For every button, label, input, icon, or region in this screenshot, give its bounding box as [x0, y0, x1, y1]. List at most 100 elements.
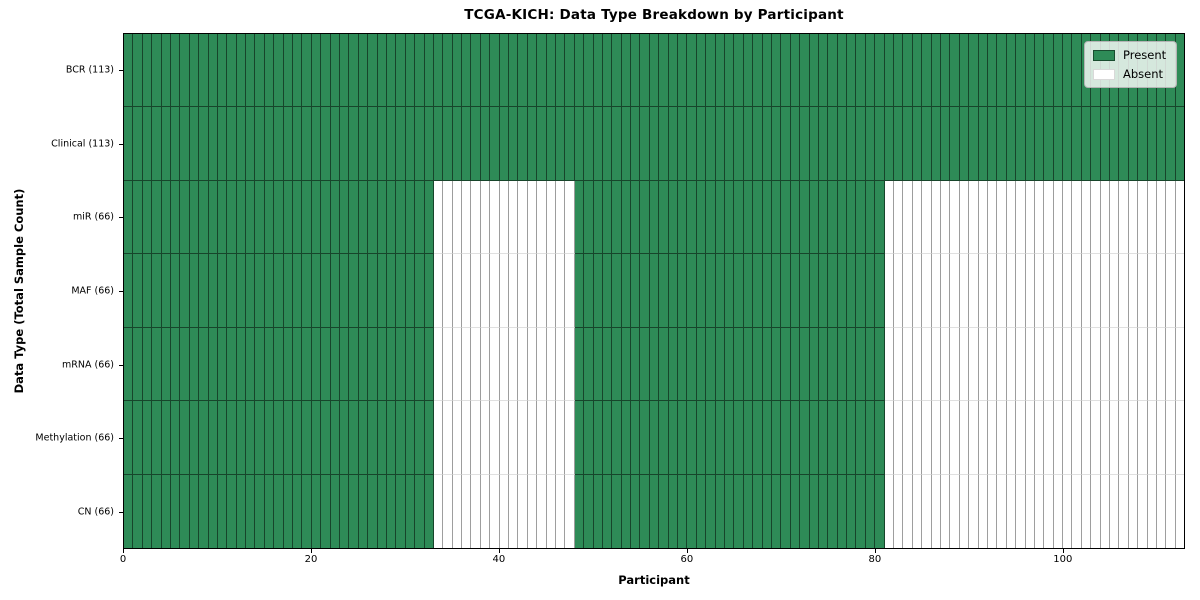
heatmap-cell	[518, 34, 528, 108]
heatmap-cell	[405, 401, 416, 475]
heatmap-cell	[781, 34, 791, 108]
x-tick-label: 0	[119, 554, 127, 565]
heatmap-cell	[415, 107, 425, 181]
heatmap-cell	[462, 34, 472, 108]
heatmap-cell	[339, 401, 350, 475]
heatmap-cell	[293, 107, 303, 181]
heatmap-cell	[837, 180, 848, 255]
heatmap-cell	[217, 254, 228, 328]
heatmap-cell	[170, 474, 181, 548]
heatmap-cell	[734, 327, 744, 402]
heatmap-cell	[358, 254, 369, 328]
heatmap-cell	[555, 34, 566, 108]
heatmap-cell	[311, 34, 322, 108]
heatmap-cell	[339, 474, 350, 548]
heatmap-cell	[978, 34, 988, 108]
heatmap-cell	[837, 107, 848, 181]
heatmap-cell	[246, 474, 256, 548]
heatmap-cell	[255, 107, 265, 181]
heatmap-cell	[405, 254, 416, 328]
heatmap-cell	[743, 180, 754, 255]
heatmap-cell	[415, 254, 425, 328]
heatmap-cell	[1081, 254, 1092, 328]
heatmap-cell	[490, 327, 500, 402]
heatmap-cell	[443, 34, 453, 108]
heatmap-cell	[997, 254, 1007, 328]
heatmap-cell	[433, 474, 444, 548]
heatmap-cell	[1110, 107, 1120, 181]
heatmap-cell	[875, 254, 885, 328]
heatmap-cell	[790, 34, 801, 108]
heatmap-cell	[480, 180, 491, 255]
heatmap-cell	[499, 254, 510, 328]
heatmap-cell	[950, 180, 960, 255]
heatmap-cell	[349, 180, 359, 255]
heatmap-cell	[678, 180, 688, 255]
heatmap-cell	[649, 34, 660, 108]
heatmap-cell	[527, 401, 538, 475]
heatmap-cell	[518, 107, 528, 181]
heatmap-cell	[377, 474, 387, 548]
heatmap-cell	[368, 401, 378, 475]
heatmap-cell	[321, 401, 331, 475]
heatmap-cell	[509, 180, 519, 255]
heatmap-cell	[246, 34, 256, 108]
heatmap-cell	[818, 327, 829, 402]
heatmap-cell	[837, 401, 848, 475]
heatmap-cell	[255, 327, 265, 402]
heatmap-cell	[396, 401, 406, 475]
heatmap-cell	[161, 34, 171, 108]
heatmap-cell	[997, 327, 1007, 402]
heatmap-cell	[706, 34, 716, 108]
heatmap-cell	[1053, 180, 1064, 255]
heatmap-cell	[940, 34, 951, 108]
heatmap-cell	[649, 327, 660, 402]
heatmap-cell	[1081, 107, 1092, 181]
heatmap-cell	[903, 180, 913, 255]
heatmap-cell	[987, 34, 998, 108]
heatmap-cell	[997, 107, 1007, 181]
heatmap-cell	[527, 474, 538, 548]
y-tick-label: Methylation (66)	[35, 432, 114, 444]
heatmap-cell	[1091, 327, 1101, 402]
heatmap-cell	[471, 107, 481, 181]
heatmap-cell	[170, 107, 181, 181]
heatmap-row	[124, 474, 1185, 548]
heatmap-cell	[696, 107, 707, 181]
heatmap-cell	[424, 401, 434, 475]
heatmap-cell	[443, 107, 453, 181]
heatmap-cell	[509, 401, 519, 475]
heatmap-cell	[903, 107, 913, 181]
heatmap-cell	[940, 327, 951, 402]
heatmap-cell	[687, 327, 697, 402]
heatmap-cell	[1025, 474, 1035, 548]
heatmap-cell	[433, 254, 444, 328]
heatmap-cell	[602, 401, 613, 475]
heatmap-cell	[753, 327, 763, 402]
heatmap-cell	[631, 327, 641, 402]
heatmap-cell	[593, 474, 603, 548]
x-axis-ticks: 0 20 40 60 80 100	[119, 549, 1185, 573]
heatmap-cell	[302, 474, 312, 548]
heatmap-cell	[124, 107, 134, 181]
heatmap-cell	[631, 401, 641, 475]
heatmap-cell	[1128, 474, 1139, 548]
heatmap-row	[124, 401, 1185, 475]
heatmap-cell	[1128, 107, 1139, 181]
heatmap-cell	[1025, 254, 1035, 328]
heatmap-cell	[875, 34, 885, 108]
heatmap-cell	[499, 34, 510, 108]
heatmap-cell	[593, 401, 603, 475]
heatmap-cell	[208, 254, 218, 328]
heatmap-cell	[771, 401, 782, 475]
heatmap-cell	[1072, 474, 1082, 548]
heatmap-cell	[189, 401, 200, 475]
heatmap-cell	[743, 327, 754, 402]
heatmap-cell	[678, 327, 688, 402]
heatmap-cell	[1091, 107, 1101, 181]
heatmap-cell	[706, 180, 716, 255]
heatmap-row	[124, 180, 1185, 255]
heatmap-cell	[480, 401, 491, 475]
heatmap-cell	[584, 327, 594, 402]
heatmap-cell	[527, 180, 538, 255]
